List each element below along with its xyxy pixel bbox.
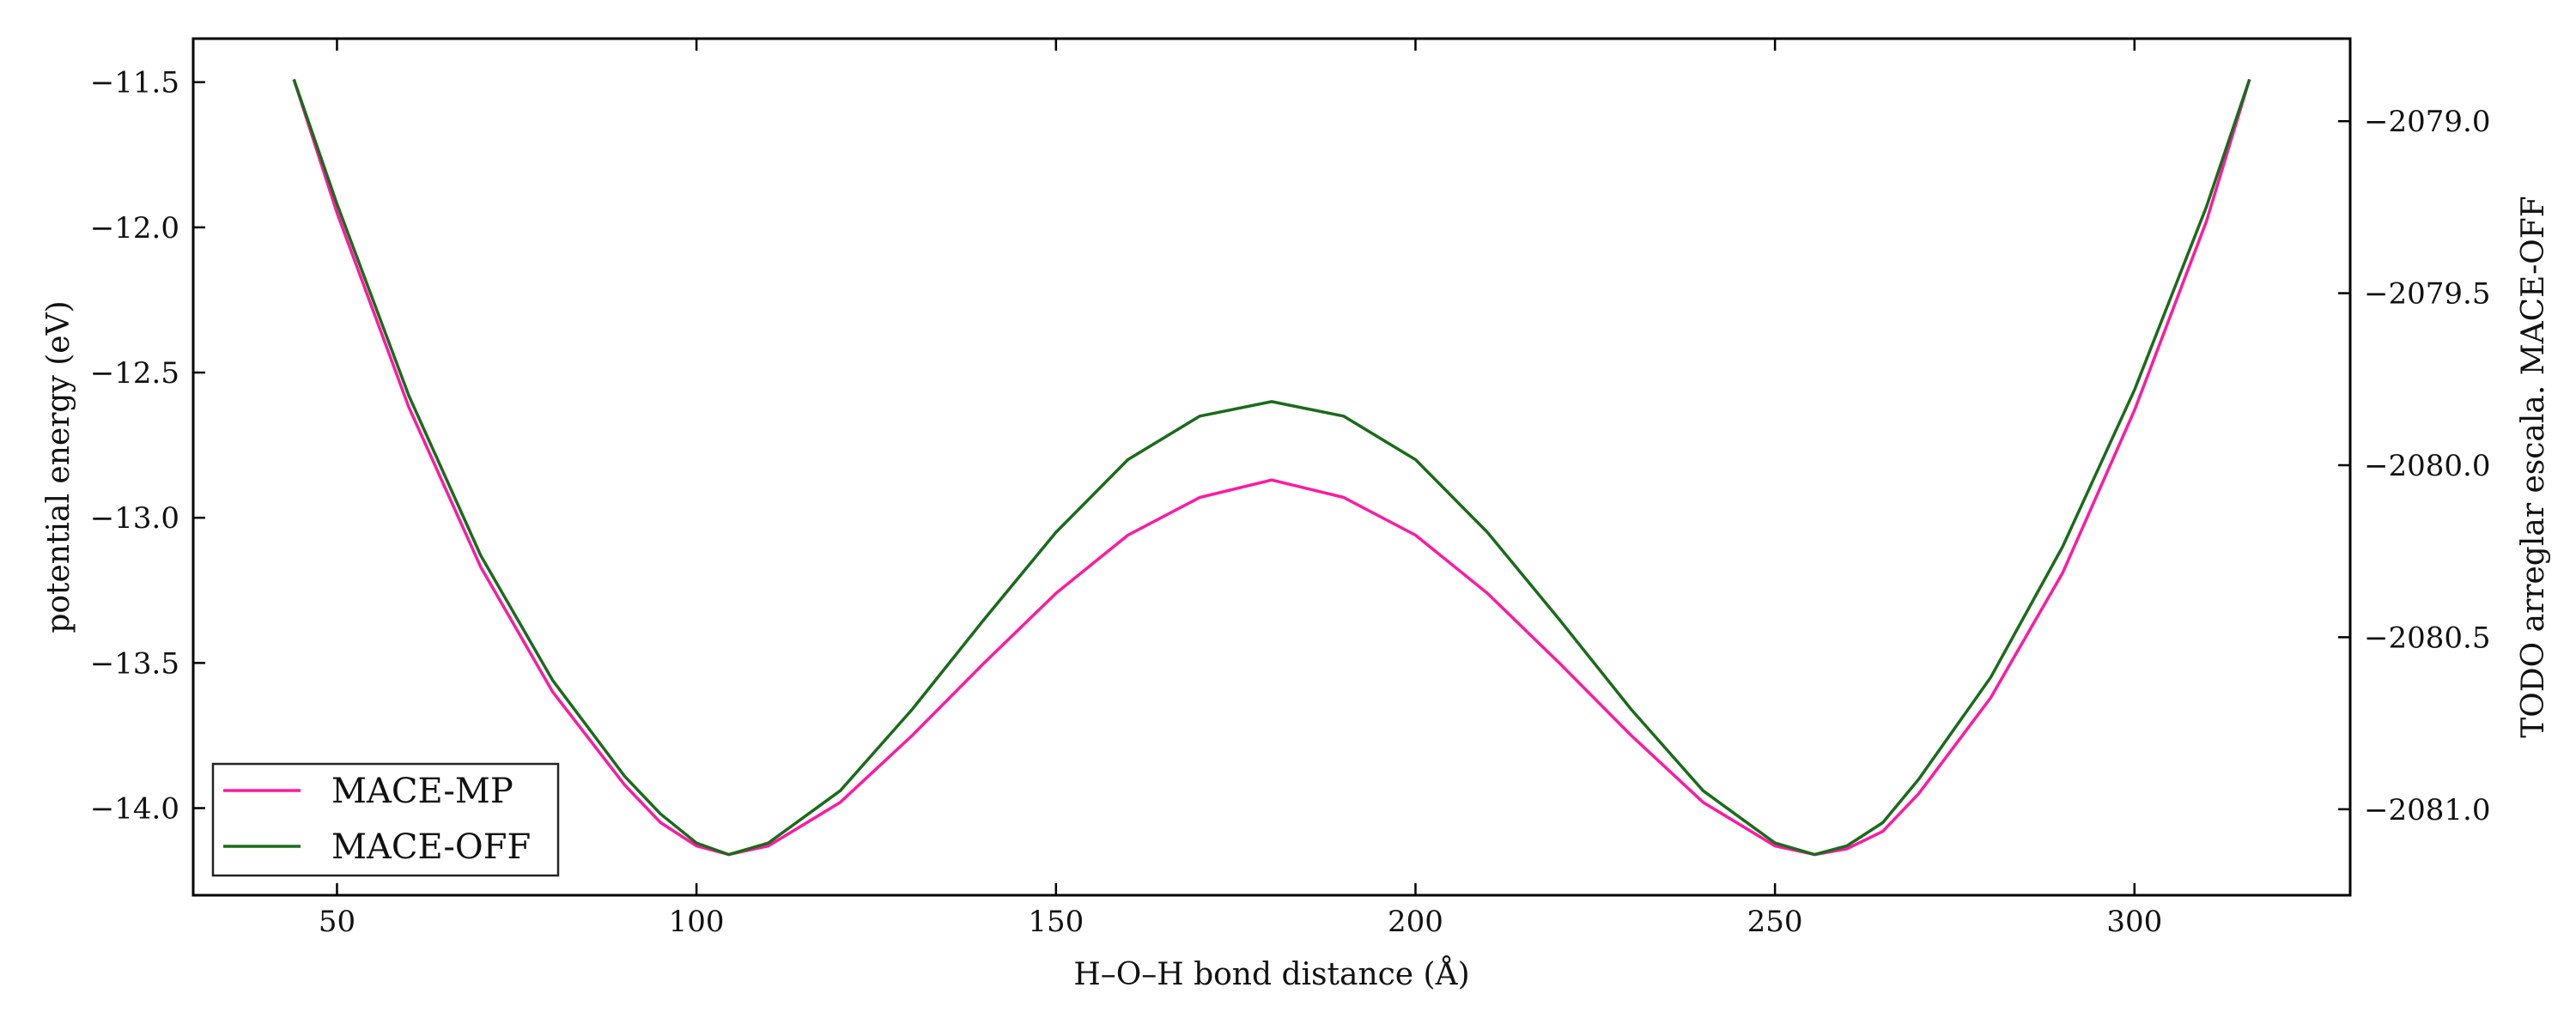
series-line-mace-mp: [292, 78, 2251, 857]
y-tick-label: −13.5: [90, 646, 179, 681]
y2-tick-label: −2079.5: [2364, 277, 2490, 312]
y2-tick-label: −2081.0: [2364, 793, 2490, 827]
plot-frame: [191, 37, 2352, 897]
x-tick-label: 250: [1747, 905, 1803, 939]
y2-tick-label: −2079.0: [2364, 105, 2490, 139]
legend-box: [211, 762, 560, 877]
x-tick-label: 100: [669, 905, 725, 939]
y-tick-label: −14.0: [90, 792, 179, 827]
y-axis-label: potential energy (eV): [41, 300, 76, 633]
y-tick-label: −12.5: [90, 356, 179, 391]
legend-label-mace-mp: MACE-MP: [331, 772, 513, 811]
y-tick-label: −11.5: [90, 66, 179, 100]
legend-label-mace-off: MACE-OFF: [331, 827, 531, 867]
y-tick-label: −12.0: [90, 211, 179, 245]
y2-axis-label: TODO arreglar escala. MACE-OFF: [2516, 196, 2551, 737]
y-tick-label: −13.0: [90, 501, 179, 536]
x-axis-label: H–O–H bond distance (Å): [1073, 956, 1469, 992]
x-tick-label: 300: [2106, 905, 2162, 939]
x-tick-label: 200: [1388, 905, 1443, 939]
y2-tick-label: −2080.5: [2364, 621, 2490, 655]
series-line-mace-off: [292, 78, 2251, 857]
x-tick-label: 50: [319, 905, 355, 939]
series-layer: [292, 78, 2251, 857]
legend: MACE-MP MACE-OFF: [211, 762, 560, 877]
x-tick-label: 150: [1028, 905, 1084, 939]
ticks-layer: 50 100 150 200 250 300 −14.0 −13.5 −13.0 −12.5 −12…: [90, 39, 2490, 939]
y2-tick-label: −2080.0: [2364, 449, 2490, 483]
